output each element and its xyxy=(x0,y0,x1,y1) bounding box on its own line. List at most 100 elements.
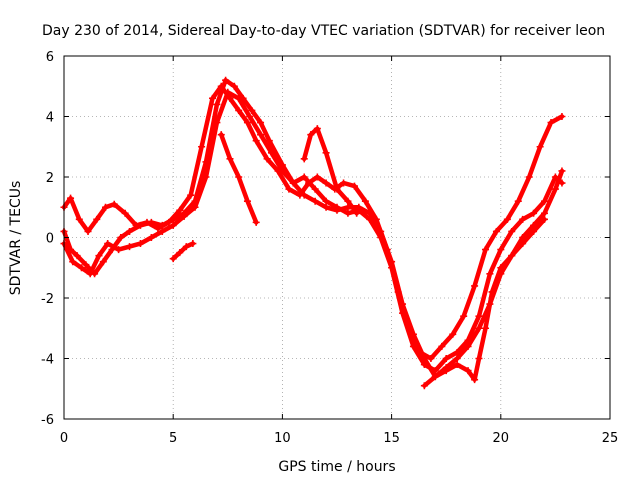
data-point xyxy=(464,342,472,350)
data-point xyxy=(313,173,321,181)
data-point xyxy=(344,209,352,217)
data-point xyxy=(482,246,490,254)
data-point xyxy=(243,119,251,127)
data-point xyxy=(257,119,265,127)
data-point xyxy=(117,234,125,241)
data-point xyxy=(300,173,308,181)
x-axis-label: GPS time / hours xyxy=(278,459,395,475)
data-point xyxy=(416,348,424,356)
ticks: 0 5 10 15 20 25 -6 -4 -2 0 2 4 6 xyxy=(41,50,618,446)
data-point xyxy=(519,215,527,223)
data-point xyxy=(213,100,221,108)
data-point xyxy=(547,119,555,127)
data-point xyxy=(176,249,184,257)
data-point xyxy=(350,182,358,190)
data-point xyxy=(265,137,273,145)
data-point xyxy=(217,82,225,90)
data-point xyxy=(252,218,260,226)
data-point xyxy=(257,131,265,139)
data-point xyxy=(143,218,151,226)
data-point xyxy=(449,330,457,338)
data-point xyxy=(126,243,134,251)
data-point xyxy=(464,367,472,375)
data-point xyxy=(551,185,559,193)
data-point xyxy=(101,203,109,211)
data-point xyxy=(110,200,118,208)
data-point xyxy=(353,209,361,217)
data-point xyxy=(274,167,282,175)
data-point xyxy=(104,240,112,248)
series-line xyxy=(422,217,547,388)
data-point xyxy=(508,252,516,260)
data-point xyxy=(519,234,527,241)
series-trace-5 xyxy=(300,125,361,217)
data-point xyxy=(503,215,511,223)
data-point xyxy=(182,243,190,251)
data-point xyxy=(267,149,275,157)
data-point xyxy=(313,125,321,133)
y-tick-label: -2 xyxy=(41,292,54,307)
data-point xyxy=(488,288,496,296)
data-point xyxy=(475,324,483,332)
data-point xyxy=(289,179,297,187)
series-trace-7 xyxy=(420,215,548,390)
data-point xyxy=(147,234,155,241)
data-point xyxy=(482,324,490,332)
data-point xyxy=(497,264,505,272)
data-point xyxy=(431,373,439,381)
x-tick-label: 15 xyxy=(383,431,400,446)
data-point xyxy=(442,355,450,362)
data-point xyxy=(442,367,450,375)
data-point xyxy=(222,76,230,84)
series-line xyxy=(61,77,565,373)
data-point xyxy=(252,137,260,145)
x-tick-label: 20 xyxy=(493,431,510,446)
data-point xyxy=(77,264,85,272)
data-point xyxy=(475,312,483,320)
chart-title: Day 230 of 2014, Sidereal Day-to-day VTE… xyxy=(42,23,605,39)
data-point xyxy=(243,197,251,205)
data-point xyxy=(383,246,391,254)
x-tick-label: 5 xyxy=(169,431,177,446)
data-point xyxy=(514,197,522,205)
data-point xyxy=(333,185,341,193)
y-tick-label: 2 xyxy=(46,171,54,186)
data-point xyxy=(154,224,162,232)
data-point xyxy=(93,215,101,223)
series-line xyxy=(170,241,196,261)
data-point xyxy=(530,209,538,217)
y-tick-label: 0 xyxy=(46,232,54,247)
data-point xyxy=(453,348,461,356)
x-tick-label: 25 xyxy=(602,431,619,446)
data-point xyxy=(333,206,341,214)
data-point xyxy=(471,376,479,384)
data-point xyxy=(438,342,446,350)
series-trace-6 xyxy=(169,240,197,263)
data-point xyxy=(311,185,319,193)
data-point xyxy=(217,131,225,139)
data-point xyxy=(307,131,315,139)
y-tick-label: 6 xyxy=(46,50,54,65)
data-point xyxy=(235,106,243,114)
data-point xyxy=(191,203,199,211)
data-point xyxy=(497,246,505,254)
data-point xyxy=(209,94,217,102)
data-point xyxy=(285,185,293,193)
data-point xyxy=(202,173,210,181)
data-point xyxy=(322,149,330,157)
data-point xyxy=(75,215,83,223)
data-point xyxy=(322,203,330,211)
data-point xyxy=(372,215,380,223)
y-tick-label: -4 xyxy=(41,353,54,368)
data-point xyxy=(361,197,369,205)
data-point xyxy=(213,119,221,127)
data-point xyxy=(248,106,256,114)
data-point xyxy=(355,203,363,211)
data-point xyxy=(453,361,461,369)
data-point xyxy=(226,155,234,163)
series-group xyxy=(60,76,566,390)
data-point xyxy=(427,355,435,362)
x-tick-label: 10 xyxy=(274,431,291,446)
data-point xyxy=(311,197,319,205)
data-point xyxy=(508,227,516,235)
